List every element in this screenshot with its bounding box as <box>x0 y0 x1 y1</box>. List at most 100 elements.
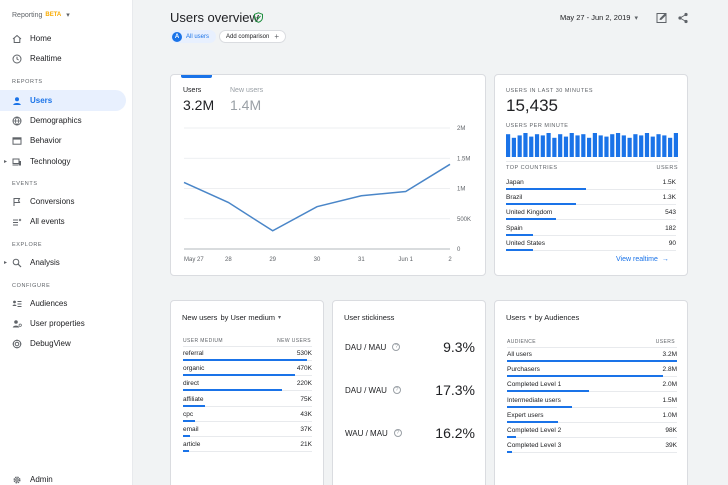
dimension-selector[interactable]: by User medium <box>220 313 276 322</box>
section-configure: CONFIGURE <box>12 283 51 289</box>
per-minute-bar <box>534 134 540 157</box>
per-minute-bar <box>650 136 655 157</box>
new-users-medium-card: New users by User medium ▾ USER MEDIUM N… <box>170 300 324 485</box>
add-comparison-button[interactable]: Add comparison + <box>219 30 287 43</box>
users-per-minute-bars <box>506 133 678 157</box>
realtime-value: 15,435 <box>506 96 558 115</box>
date-range-picker[interactable]: May 27 - Jun 2, 2019 ▾ <box>560 13 638 22</box>
table-row[interactable]: affiliate 75K <box>183 396 312 403</box>
table-row[interactable]: email 37K <box>183 426 312 433</box>
help-icon[interactable]: ? <box>392 386 401 394</box>
sidebar-item-analysis[interactable]: ▸ Analysis <box>0 252 126 273</box>
row-value: 98K <box>665 427 677 434</box>
table-row[interactable]: Expert users 1.0M <box>507 412 677 419</box>
row-divider <box>507 437 677 438</box>
share-icon[interactable] <box>677 12 689 24</box>
table-row[interactable]: article 21K <box>183 441 312 448</box>
sidebar-item-realtime[interactable]: Realtime <box>0 48 126 69</box>
row-value: 21K <box>300 441 312 449</box>
row-share-bar <box>183 419 196 422</box>
row-value: 543 <box>665 209 676 217</box>
table-row[interactable]: Spain 182 <box>506 225 676 232</box>
table-row[interactable]: Purchasers 2.8M <box>507 366 677 373</box>
metric-selector[interactable]: New users <box>182 313 218 322</box>
realtime-card: USERS IN LAST 30 MINUTES 15,435 USERS PE… <box>494 74 688 276</box>
stickiness-value: 9.3% <box>443 339 475 355</box>
table-row[interactable]: United States 90 <box>506 240 676 247</box>
row-value: 43K <box>300 410 312 418</box>
per-minute-bar <box>511 137 516 157</box>
sidebar-item-label: User properties <box>30 319 85 328</box>
table-row[interactable]: United Kingdom 543 <box>506 209 676 216</box>
sidebar-item-users[interactable]: Users <box>0 90 126 111</box>
table-row[interactable]: All users 3.2M <box>507 351 677 358</box>
row-divider <box>507 391 677 393</box>
table-row[interactable]: Completed Level 3 39K <box>507 442 677 449</box>
row-divider <box>183 420 312 422</box>
col-header: USERS <box>656 165 678 171</box>
help-icon[interactable]: ? <box>393 429 402 437</box>
per-minute-bar <box>627 137 632 157</box>
table-row[interactable]: Japan 1.5K <box>506 179 676 186</box>
per-minute-bar <box>523 133 528 157</box>
sidebar-item-user-properties[interactable]: User properties <box>0 313 126 334</box>
verified-shield-icon <box>254 12 263 23</box>
users-overview-card: Users 3.2M New users 1.4M 2M 1.5M 1M 500K 0 M… <box>170 74 486 276</box>
row-label: Completed Level 2 <box>507 427 562 434</box>
sidebar-item-label: Home <box>30 34 52 43</box>
per-minute-bar <box>598 135 603 157</box>
row-divider <box>506 219 676 221</box>
view-realtime-link[interactable]: View realtime → <box>616 256 669 263</box>
sidebar-item-admin[interactable]: Admin <box>0 469 126 485</box>
table-row[interactable]: organic 470K <box>183 365 312 372</box>
row-label: Purchasers <box>507 366 540 374</box>
sidebar-item-label: Behavior <box>30 136 62 145</box>
x-tick-label: 28 <box>225 257 232 263</box>
gear-icon <box>12 475 22 485</box>
table-row[interactable]: Completed Level 2 98K <box>507 427 677 434</box>
row-divider <box>506 234 676 236</box>
col-header: TOP COUNTRIES <box>506 165 558 171</box>
sidebar: Reporting BETA ▾ Home Realtime REPORTS U… <box>0 0 133 485</box>
metric-selector[interactable]: Users <box>506 313 526 322</box>
table-row[interactable]: Brazil 1.3K <box>506 194 676 201</box>
tab-new-users[interactable]: New users 1.4M <box>230 87 263 113</box>
chevron-down-icon: ▾ <box>634 14 638 22</box>
tab-users[interactable]: Users 3.2M <box>183 87 214 113</box>
users-series-line[interactable] <box>183 163 451 232</box>
row-share-bar <box>507 451 513 454</box>
comparison-chip-all-users[interactable]: A All users <box>170 30 217 43</box>
table-row[interactable]: Completed Level 1 2.0M <box>507 381 677 388</box>
customize-report-icon[interactable] <box>656 12 668 24</box>
row-label: article <box>183 441 201 449</box>
sidebar-item-technology[interactable]: ▸ Technology <box>0 151 126 172</box>
table-row[interactable]: Intermediate users 1.5M <box>507 397 677 404</box>
x-tick-label: 31 <box>358 257 365 263</box>
sidebar-item-audiences[interactable]: Audiences <box>0 293 126 314</box>
sidebar-item-behavior[interactable]: Behavior <box>0 130 126 151</box>
sidebar-item-demographics[interactable]: Demographics <box>0 110 126 131</box>
row-label: direct <box>183 380 199 388</box>
help-icon[interactable]: ? <box>392 343 401 351</box>
row-value: 1.0M <box>662 411 677 419</box>
sidebar-item-conversions[interactable]: Conversions <box>0 191 126 212</box>
table-row[interactable]: cpc 43K <box>183 411 312 418</box>
row-share-bar <box>506 188 586 190</box>
card-title[interactable]: New users by User medium ▾ <box>182 313 281 322</box>
brand[interactable]: Reporting BETA ▾ <box>12 11 70 20</box>
y-tick-label: 0 <box>457 247 461 253</box>
sidebar-item-debugview[interactable]: DebugView <box>0 333 126 354</box>
row-label: Completed Level 3 <box>507 442 562 450</box>
metric-name: DAU / WAU <box>345 385 387 395</box>
row-value: 470K <box>296 365 312 373</box>
per-minute-label: USERS PER MINUTE <box>506 123 569 129</box>
add-comparison-label: Add comparison <box>226 33 270 40</box>
table-row[interactable]: direct 220K <box>183 380 312 387</box>
table-row[interactable]: referral 530K <box>183 350 312 357</box>
sidebar-item-all-events[interactable]: All events <box>0 211 126 232</box>
row-value: 2.8M <box>662 366 677 374</box>
divider <box>183 346 312 347</box>
card-title[interactable]: Users ▾ by Audiences <box>506 313 579 322</box>
sidebar-item-home[interactable]: Home <box>0 28 126 49</box>
debug-icon <box>12 339 22 349</box>
